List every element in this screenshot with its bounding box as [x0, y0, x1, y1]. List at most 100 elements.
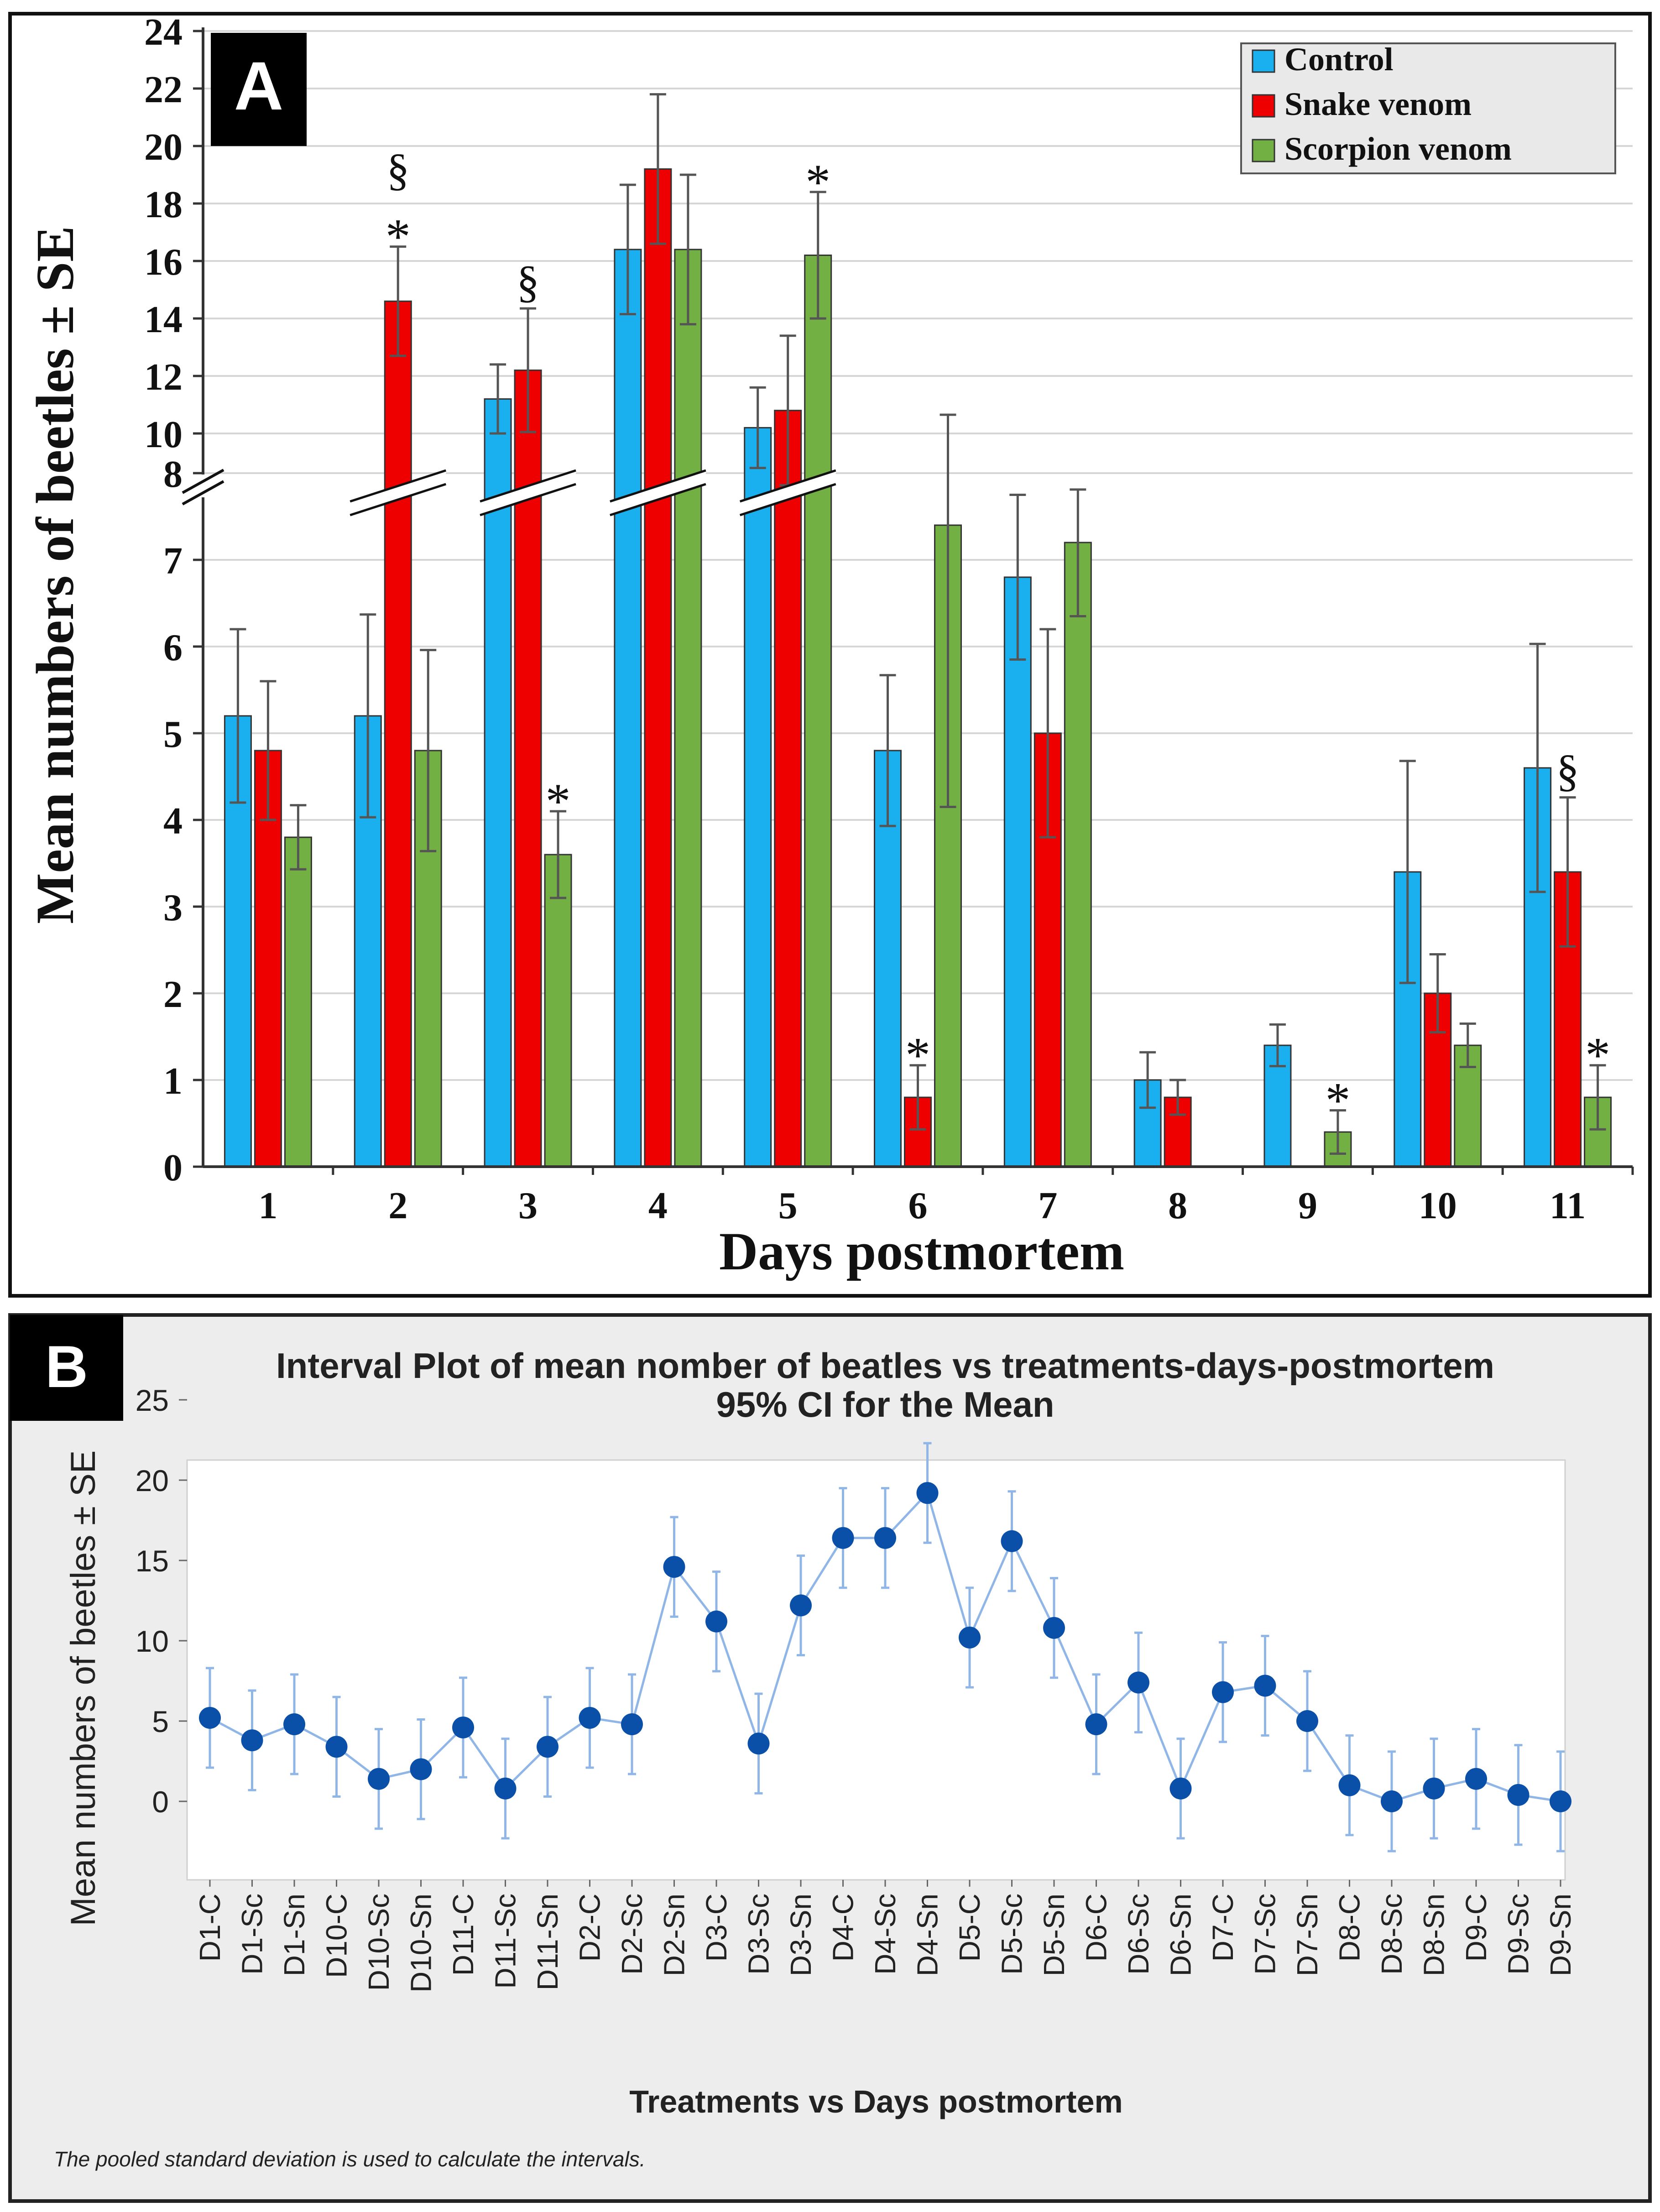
- mean-point: [705, 1610, 727, 1633]
- mean-point: [494, 1777, 517, 1800]
- mean-point: [1381, 1790, 1403, 1812]
- significance-star: *: [386, 209, 411, 265]
- panel-b-badge: [10, 1315, 123, 1421]
- mean-point: [874, 1527, 896, 1549]
- y-tick-label: 24: [144, 11, 183, 53]
- x-tick-label: D5-C: [953, 1894, 986, 1962]
- axis-break-slash: [480, 469, 576, 503]
- mean-point: [1254, 1675, 1276, 1697]
- axis-break-slash: [480, 483, 576, 516]
- axis-break-gap: [350, 470, 446, 515]
- y-tick-label: 14: [144, 298, 183, 341]
- x-tick-label: D5-Sc: [996, 1894, 1028, 1975]
- y-tick-label: 2: [163, 973, 183, 1016]
- mean-point: [537, 1736, 559, 1758]
- axis-break-slash: [350, 483, 446, 516]
- bar-scorpion-venom: [284, 836, 312, 1168]
- x-tick-label: D3-Sc: [742, 1894, 775, 1975]
- panel-b-series: [199, 1442, 1571, 1852]
- panel-b-title: Interval Plot of mean nomber of beatles …: [276, 1346, 1494, 1386]
- x-tick-label: 10: [1419, 1184, 1457, 1227]
- mean-point: [747, 1732, 770, 1755]
- y-tick-label: 12: [144, 356, 183, 398]
- mean-point: [621, 1713, 643, 1736]
- panel-a-badge: A: [211, 33, 307, 146]
- y-tick-label: 4: [163, 800, 183, 842]
- y-tick-label: 10: [136, 1624, 169, 1658]
- x-tick-label: D10-Sn: [405, 1894, 438, 1993]
- y-tick-label: 20: [136, 1464, 169, 1497]
- panel-a-x-axis-label: Days postmortem: [719, 1221, 1124, 1281]
- panel-b-x-axis-label: Treatments vs Days postmortem: [629, 2084, 1123, 2119]
- panel-a-bars: [224, 93, 1612, 1168]
- mean-point: [790, 1594, 812, 1617]
- legend-box: [1240, 42, 1616, 174]
- bar-snake-venom: [774, 410, 802, 1168]
- panel-a-legend: Control Snake venom Scorpion venom: [1240, 41, 1616, 174]
- x-tick-label: D6-C: [1080, 1894, 1113, 1962]
- legend-swatch: [1252, 49, 1275, 73]
- x-tick-label: 7: [1038, 1184, 1057, 1227]
- bar-scorpion-venom: [804, 254, 832, 1168]
- bar-scorpion-venom: [544, 854, 572, 1168]
- x-tick-label: 4: [648, 1184, 668, 1227]
- x-tick-label: D10-Sc: [362, 1894, 395, 1991]
- axis-break-slash: [739, 469, 836, 503]
- x-tick-label: D4-Sc: [869, 1894, 902, 1975]
- panel-b-footnote: The pooled standard deviation is used to…: [54, 2147, 645, 2171]
- legend-label: Control: [1284, 41, 1394, 78]
- axis-break-gap: [610, 470, 706, 515]
- x-tick-label: D6-Sn: [1164, 1894, 1197, 1976]
- mean-point: [1169, 1777, 1192, 1800]
- y-tick-label: 25: [136, 1383, 169, 1417]
- bar-scorpion-venom: [674, 249, 702, 1168]
- y-tick-label: 22: [144, 68, 183, 111]
- mean-point: [832, 1527, 854, 1549]
- x-tick-label: D11-C: [447, 1894, 480, 1976]
- x-tick-label: D8-C: [1333, 1894, 1366, 1962]
- y-tick-label: 16: [144, 241, 183, 283]
- mean-point: [1085, 1713, 1107, 1736]
- bar-control: [614, 249, 642, 1168]
- x-tick-label: 3: [518, 1184, 538, 1227]
- x-tick-label: D8-Sn: [1418, 1894, 1451, 1976]
- x-tick-label: D4-C: [827, 1894, 860, 1962]
- y-tick-label: 15: [136, 1544, 169, 1578]
- mean-point: [1338, 1774, 1361, 1796]
- mean-point: [283, 1713, 305, 1736]
- bar-scorpion-venom: [1064, 542, 1092, 1168]
- x-tick-label: D7-Sc: [1249, 1894, 1282, 1975]
- legend-label: Snake venom: [1284, 86, 1472, 122]
- mean-point: [1507, 1784, 1529, 1806]
- mean-point: [1296, 1710, 1318, 1732]
- mean-point: [1043, 1617, 1065, 1639]
- y-tick-label: 5: [152, 1705, 169, 1738]
- x-tick-label: D3-Sn: [784, 1894, 817, 1976]
- axis-break-gap: [740, 470, 836, 515]
- x-tick-label: 2: [388, 1184, 407, 1227]
- significance-section: §: [517, 256, 539, 307]
- x-tick-label: 5: [778, 1184, 798, 1227]
- x-tick-label: 11: [1550, 1184, 1586, 1227]
- y-tick-label: 3: [163, 887, 183, 929]
- mean-point: [199, 1706, 221, 1729]
- panel-b-chart: B Interval Plot of mean nomber of beatle…: [8, 1313, 1652, 2203]
- x-tick-label: D3-C: [700, 1894, 733, 1962]
- x-tick-label: D7-C: [1206, 1894, 1239, 1962]
- panel-a-badge-label: A: [234, 47, 283, 124]
- panel-b-subtitle: 95% CI for the Mean: [716, 1384, 1054, 1424]
- significance-star: *: [1325, 1073, 1350, 1128]
- mean-point: [368, 1768, 390, 1790]
- x-tick-label: D9-Sc: [1502, 1894, 1535, 1975]
- mean-point: [579, 1706, 601, 1729]
- y-axis-break: [182, 480, 224, 506]
- mean-point: [1212, 1681, 1234, 1703]
- panel-a-axes: [182, 27, 1634, 1175]
- bar-control: [744, 427, 772, 1168]
- mean-point: [1465, 1768, 1487, 1790]
- x-tick-label: D11-Sn: [531, 1894, 564, 1990]
- x-tick-label: D11-Sc: [489, 1894, 522, 1989]
- mean-point: [1423, 1777, 1445, 1800]
- panel-b-y-axis-label: Mean numbers of beetles ± SE: [64, 1450, 103, 1926]
- mean-point: [241, 1729, 263, 1752]
